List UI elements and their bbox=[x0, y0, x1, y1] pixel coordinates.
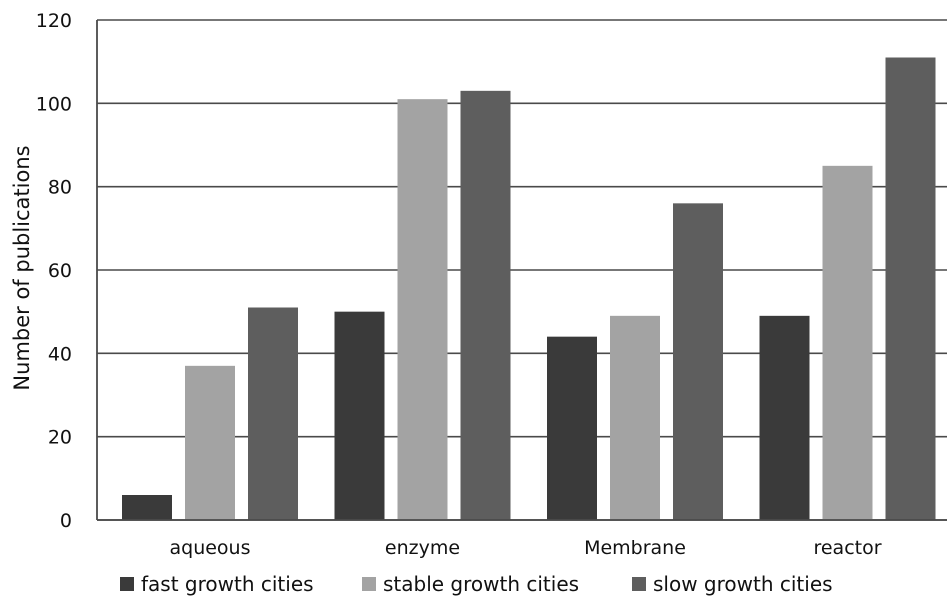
y-tick-label: 0 bbox=[60, 510, 72, 532]
legend: fast growth cities stable growth cities sl… bbox=[120, 572, 833, 596]
x-tick-label: reactor bbox=[813, 537, 881, 559]
x-tick-label: Membrane bbox=[584, 537, 686, 559]
legend-swatch bbox=[362, 577, 376, 591]
y-tick-label: 120 bbox=[36, 10, 72, 32]
bars bbox=[122, 57, 936, 521]
bar-fast-growth-cities-enzyme bbox=[334, 311, 385, 520]
bar-slow-growth-cities-reactor bbox=[885, 57, 936, 520]
x-tick-label: enzyme bbox=[385, 537, 460, 559]
bar-fast-growth-cities-reactor bbox=[759, 315, 810, 520]
bar-stable-growth-cities-reactor bbox=[822, 165, 873, 521]
gridlines bbox=[97, 19, 947, 521]
y-tick-label: 20 bbox=[48, 427, 72, 449]
y-axis-title: Number of publications bbox=[10, 145, 34, 390]
bar-slow-growth-cities-enzyme bbox=[460, 90, 511, 520]
x-tick-labels: aqueous enzyme Membrane reactor bbox=[169, 537, 881, 559]
bar-slow-growth-cities-aqueous bbox=[248, 307, 298, 520]
bar-stable-growth-cities-aqueous bbox=[185, 365, 235, 520]
y-tick-labels: 0 20 40 60 80 100 120 bbox=[36, 10, 72, 532]
bar-stable-growth-cities-membrane bbox=[610, 315, 660, 520]
bar-fast-growth-cities-membrane bbox=[547, 336, 597, 520]
axes bbox=[96, 20, 947, 521]
bar-fast-growth-cities-aqueous bbox=[122, 495, 172, 520]
x-tick-label: aqueous bbox=[169, 537, 250, 559]
legend-label: stable growth cities bbox=[383, 572, 579, 596]
legend-label: slow growth cities bbox=[653, 572, 833, 596]
y-tick-label: 100 bbox=[36, 93, 72, 115]
legend-swatch bbox=[632, 577, 646, 591]
bar-stable-growth-cities-enzyme bbox=[397, 99, 448, 521]
legend-swatch bbox=[120, 577, 134, 591]
bar-slow-growth-cities-membrane bbox=[673, 203, 723, 521]
y-tick-label: 40 bbox=[48, 343, 72, 365]
legend-label: fast growth cities bbox=[141, 572, 314, 596]
y-tick-label: 80 bbox=[48, 177, 72, 199]
y-tick-label: 60 bbox=[48, 260, 72, 282]
